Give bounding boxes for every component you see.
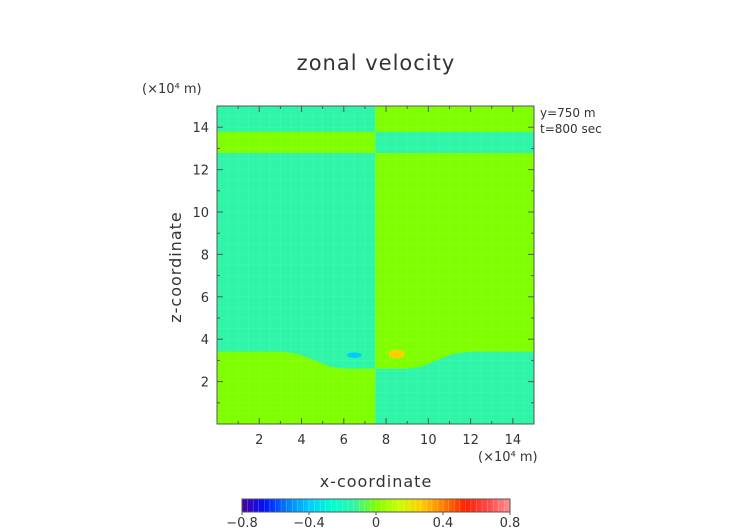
positive-blob [388, 349, 406, 359]
colorbar-tick-label: 0.8 [500, 516, 521, 531]
chart-title: zonal velocity [297, 51, 456, 75]
annotation-y-level: y=750 m [540, 106, 596, 120]
x-unit-label: (×10⁴ m) [478, 450, 538, 465]
z-unit-label: (×10⁴ m) [142, 82, 202, 97]
x-tick-label: 2 [255, 433, 263, 448]
y-tick-label: 14 [192, 121, 209, 136]
y-tick-label: 8 [201, 248, 209, 263]
x-axis-label: x-coordinate [320, 472, 433, 491]
y-axis: 2 4 6 8 10 12 14 [192, 121, 534, 404]
y-tick-label: 12 [192, 164, 209, 179]
colorbar-tick-label: 0 [372, 516, 380, 531]
x-tick-label: 12 [462, 433, 479, 448]
region-band-right [375, 131, 535, 153]
negative-blob [346, 352, 362, 358]
y-tick-label: 10 [192, 206, 209, 221]
colorbar-tick-label: 0.4 [433, 516, 454, 531]
x-tick-label: 8 [382, 433, 390, 448]
plot-frame [216, 105, 535, 425]
annotation-time: t=800 sec [540, 122, 602, 136]
y-tick-label: 6 [201, 291, 209, 306]
region-top-left [216, 105, 376, 132]
region-top-right [375, 105, 535, 132]
cell-grid [217, 106, 534, 424]
region-upper-left [216, 152, 376, 370]
x-tick-label: 4 [297, 433, 305, 448]
colorbar-tick-label: −0.4 [293, 516, 325, 531]
y-tick-label: 2 [201, 376, 209, 391]
region-upper-right [375, 152, 535, 370]
x-tick-label: 6 [340, 433, 348, 448]
colorbar: −0.8 −0.4 0 0.4 0.8 [226, 498, 521, 531]
plot-area [216, 105, 535, 425]
region-band-left [216, 131, 376, 153]
y-axis-label: z-coordinate [166, 211, 185, 323]
y-tick-label: 4 [201, 333, 209, 348]
x-tick-label: 10 [420, 433, 437, 448]
colorbar-tick-label: −0.8 [226, 516, 258, 531]
x-axis: 2 4 6 8 10 12 14 [237, 106, 522, 448]
x-tick-label: 14 [505, 433, 522, 448]
